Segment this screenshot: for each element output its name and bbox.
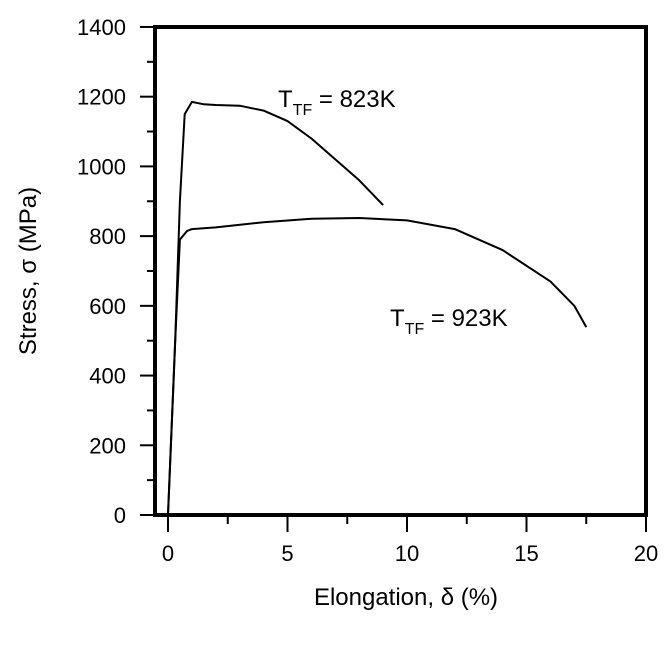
y-axis-label: Stress, σ (MPa) bbox=[15, 187, 42, 355]
y-tick-label: 1000 bbox=[77, 154, 126, 179]
x-axis-ticks: 0 5 10 15 20 bbox=[162, 515, 658, 566]
y-tick-label: 800 bbox=[89, 224, 126, 249]
y-tick-label: 0 bbox=[114, 503, 126, 528]
x-tick-label: 0 bbox=[162, 541, 174, 566]
y-tick-label: 400 bbox=[89, 364, 126, 389]
x-tick-label: 15 bbox=[514, 541, 538, 566]
data-curves bbox=[167, 100, 588, 516]
x-tick-label: 10 bbox=[395, 541, 419, 566]
annotation-823k: TTF = 823K bbox=[278, 86, 396, 119]
annotation-923k: TTF = 923K bbox=[390, 305, 508, 338]
x-tick-label: 20 bbox=[634, 541, 658, 566]
y-tick-label: 200 bbox=[89, 433, 126, 458]
y-tick-label: 1400 bbox=[77, 15, 126, 40]
curve-923k bbox=[167, 217, 588, 516]
x-axis-label: Elongation, δ (%) bbox=[314, 584, 498, 611]
plot-frame bbox=[153, 25, 648, 517]
x-tick-label: 5 bbox=[281, 541, 293, 566]
y-axis-ticks: 0 200 400 600 800 1000 1200 1400 bbox=[77, 15, 155, 528]
y-tick-label: 1200 bbox=[77, 85, 126, 110]
curve-823k bbox=[167, 100, 384, 516]
y-tick-label: 600 bbox=[89, 294, 126, 319]
